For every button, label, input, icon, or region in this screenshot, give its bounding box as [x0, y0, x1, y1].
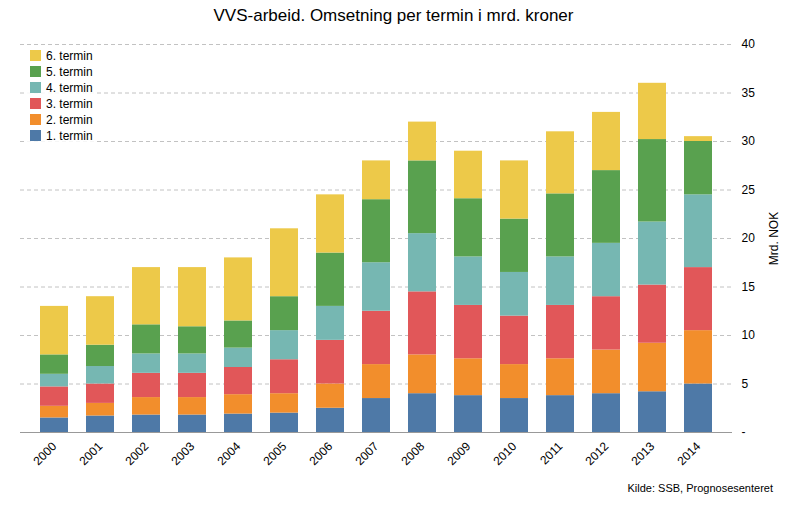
html-text:Kilde: SSB, Prognosesenteret: Kilde: SSB, Prognosesenteret [627, 482, 773, 494]
svg-text:Mrd. NOK: Mrd. NOK [767, 212, 781, 265]
html-text:6. termin: 6. termin [46, 49, 93, 63]
svg-text:20: 20 [742, 231, 756, 245]
html-text:VVS-arbeid. Omsetning per term: VVS-arbeid. Omsetning per termin i mrd. … [213, 6, 574, 25]
svg-text:10: 10 [742, 328, 756, 342]
svg-text:2012: 2012 [583, 439, 612, 468]
svg-text:2002: 2002 [123, 439, 152, 468]
svg-text:40: 40 [742, 37, 756, 51]
svg-text:2004: 2004 [215, 439, 244, 468]
svg-text:2007: 2007 [353, 439, 382, 468]
svg-text:30: 30 [742, 134, 756, 148]
svg-text:-: - [742, 425, 746, 439]
svg-text:2001: 2001 [77, 439, 106, 468]
svg-text:15: 15 [742, 280, 756, 294]
svg-text:2010: 2010 [491, 439, 520, 468]
svg-text:2003: 2003 [169, 439, 198, 468]
html-text:4. termin: 4. termin [46, 81, 93, 95]
svg-text:25: 25 [742, 183, 756, 197]
svg-text:2005: 2005 [261, 439, 290, 468]
svg-text:2014: 2014 [675, 439, 704, 468]
svg-text:5: 5 [742, 377, 749, 391]
svg-text:2006: 2006 [307, 439, 336, 468]
svg-text:2009: 2009 [445, 439, 474, 468]
svg-text:2011: 2011 [537, 439, 565, 467]
html-text:3. termin: 3. termin [46, 97, 93, 111]
html-text:2. termin: 2. termin [46, 113, 93, 127]
html-text:1. termin: 1. termin [46, 129, 93, 143]
svg-text:2013: 2013 [629, 439, 658, 468]
svg-text:35: 35 [742, 86, 756, 100]
html-text:5. termin: 5. termin [46, 65, 93, 79]
svg-text:2008: 2008 [399, 439, 428, 468]
svg-text:2000: 2000 [31, 439, 60, 468]
